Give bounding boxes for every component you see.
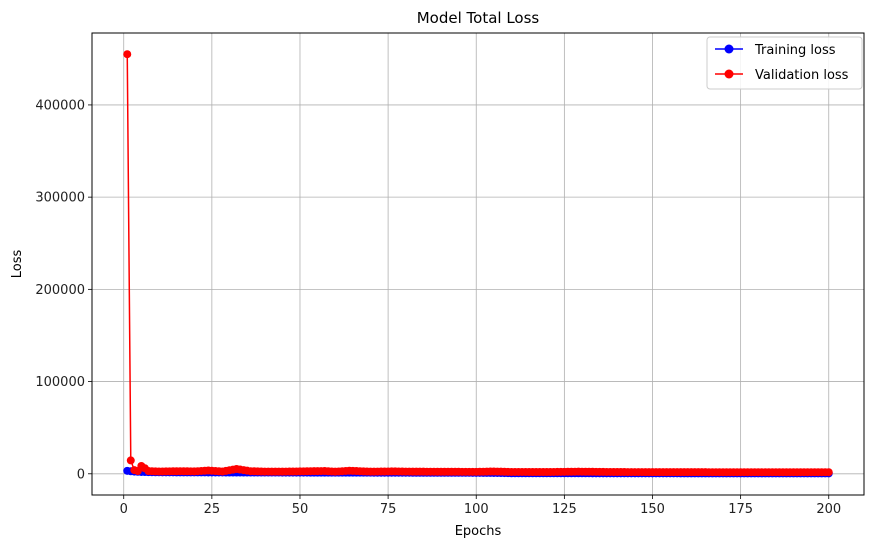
validation-loss-point — [824, 468, 833, 477]
validation-loss-point — [126, 456, 135, 465]
y-tick-label: 100000 — [35, 375, 85, 390]
series-layer — [123, 50, 833, 478]
y-tick-label: 400000 — [35, 98, 85, 113]
legend-validation-marker — [724, 69, 734, 79]
chart-title: Model Total Loss — [417, 9, 540, 27]
x-tick-label: 50 — [292, 502, 309, 517]
x-tick-label: 25 — [204, 502, 221, 517]
y-axis-title: Loss — [10, 250, 25, 279]
legend-training-marker — [724, 44, 734, 54]
legend: Training loss Validation loss — [706, 36, 863, 90]
y-tick-label: 0 — [77, 467, 85, 482]
x-axis-title: Epochs — [455, 524, 502, 539]
x-tick-label: 100 — [464, 502, 489, 517]
x-tick-label: 200 — [816, 502, 841, 517]
legend-box — [706, 36, 863, 90]
x-tick-label: 75 — [380, 502, 397, 517]
y-tick-label: 300000 — [35, 191, 85, 206]
y-tick-label: 200000 — [35, 283, 85, 298]
legend-training-label: Training loss — [754, 43, 836, 58]
x-tick-label: 175 — [728, 502, 753, 517]
x-tick-label: 125 — [552, 502, 577, 517]
x-tick-label: 0 — [120, 502, 128, 517]
validation-loss-point — [123, 50, 132, 59]
legend-validation-label: Validation loss — [755, 68, 849, 83]
plot-area-frame — [91, 32, 865, 496]
validation-loss-series — [123, 50, 833, 477]
axis-ticks: 0 25 50 75 100 125 150 175 200 0 100000 200000 30000… — [35, 98, 841, 517]
x-tick-label: 150 — [640, 502, 665, 517]
